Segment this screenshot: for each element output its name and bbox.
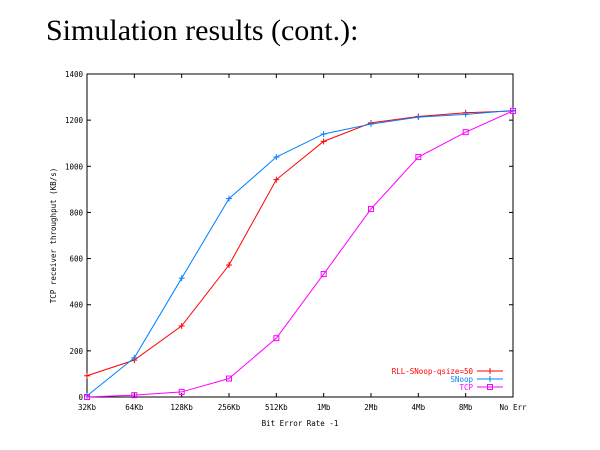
data-point-tcp (320, 271, 327, 278)
data-point-tcp (415, 154, 422, 161)
data-point-tcp (131, 392, 138, 399)
series-layer (84, 107, 516, 400)
y-tick-label: 1000 (65, 162, 84, 171)
y-tick-label: 1200 (65, 116, 84, 125)
data-point-snoop (226, 195, 232, 202)
legend-label-tcp: TCP (459, 383, 473, 392)
x-tick-label: 512Kb (265, 403, 288, 412)
y-tick-label: 600 (69, 255, 83, 264)
x-tick-label: 128Kb (170, 403, 193, 412)
y-tick-label: 1400 (65, 70, 84, 79)
x-tick-label: 4Mb (412, 403, 426, 412)
x-axis-label: Bit Error Rate -1 (262, 419, 339, 428)
data-point-tcp (368, 205, 374, 212)
series-line-tcp (86, 110, 514, 398)
legend-marker-tcp (487, 384, 493, 390)
data-point-rll-snoop-qsize-50 (273, 176, 280, 183)
data-point-rll-snoop-qsize-50 (226, 262, 232, 269)
plot-frame (86, 73, 514, 398)
legend-label-rll-snoop-qsize-50: RLL-SNoop-qsize=50 (392, 367, 474, 376)
data-point-snoop (131, 354, 138, 361)
x-tick-label: 256Kb (218, 403, 241, 412)
slide-title: Simulation results (cont.): (46, 14, 359, 47)
data-point-snoop (462, 111, 469, 118)
data-point-snoop (273, 154, 280, 161)
x-axis-ticks: 32Kb 64Kb 128Kb 256Kb 512Kb 1Mb 2Mb 4Mb 8Mb No Er… (78, 74, 527, 412)
data-point-tcp (84, 394, 90, 400)
data-point-rll-snoop-qsize-50 (84, 372, 90, 379)
x-tick-label: 2Mb (364, 403, 378, 412)
data-point-tcp (273, 335, 280, 342)
x-tick-label: 8Mb (459, 403, 473, 412)
data-point-rll-snoop-qsize-50 (178, 322, 185, 329)
y-tick-label: 200 (69, 347, 83, 356)
data-point-snoop (320, 130, 327, 137)
legend-marker-snoop (487, 376, 493, 382)
y-axis-label: TCP receiver throughput (KB/s) (49, 168, 58, 303)
legend-marker-rll-snoop-qsize-50 (487, 368, 493, 374)
x-tick-label: 64Kb (125, 403, 144, 412)
data-point-tcp (462, 129, 469, 136)
series-line-snoop (86, 109, 514, 397)
x-tick-label: 1Mb (317, 403, 331, 412)
data-point-tcp (178, 388, 185, 395)
data-point-tcp (510, 107, 516, 114)
data-point-rll-snoop-qsize-50 (320, 138, 327, 145)
y-axis-ticks: 0 200 400 600 800 1000 1200 1400 (65, 70, 513, 402)
x-tick-label: 32Kb (78, 403, 97, 412)
y-tick-label: 0 (78, 393, 83, 402)
x-tick-label: No Err (499, 403, 527, 412)
series-line-rll-snoop-qsize-50 (86, 110, 514, 377)
data-point-snoop (368, 121, 374, 128)
y-tick-label: 400 (69, 301, 83, 310)
data-point-snoop (178, 275, 185, 282)
y-tick-label: 800 (69, 208, 83, 217)
data-point-snoop (415, 114, 422, 121)
legend-label-snoop: SNoop (450, 375, 473, 384)
data-point-tcp (226, 375, 232, 382)
